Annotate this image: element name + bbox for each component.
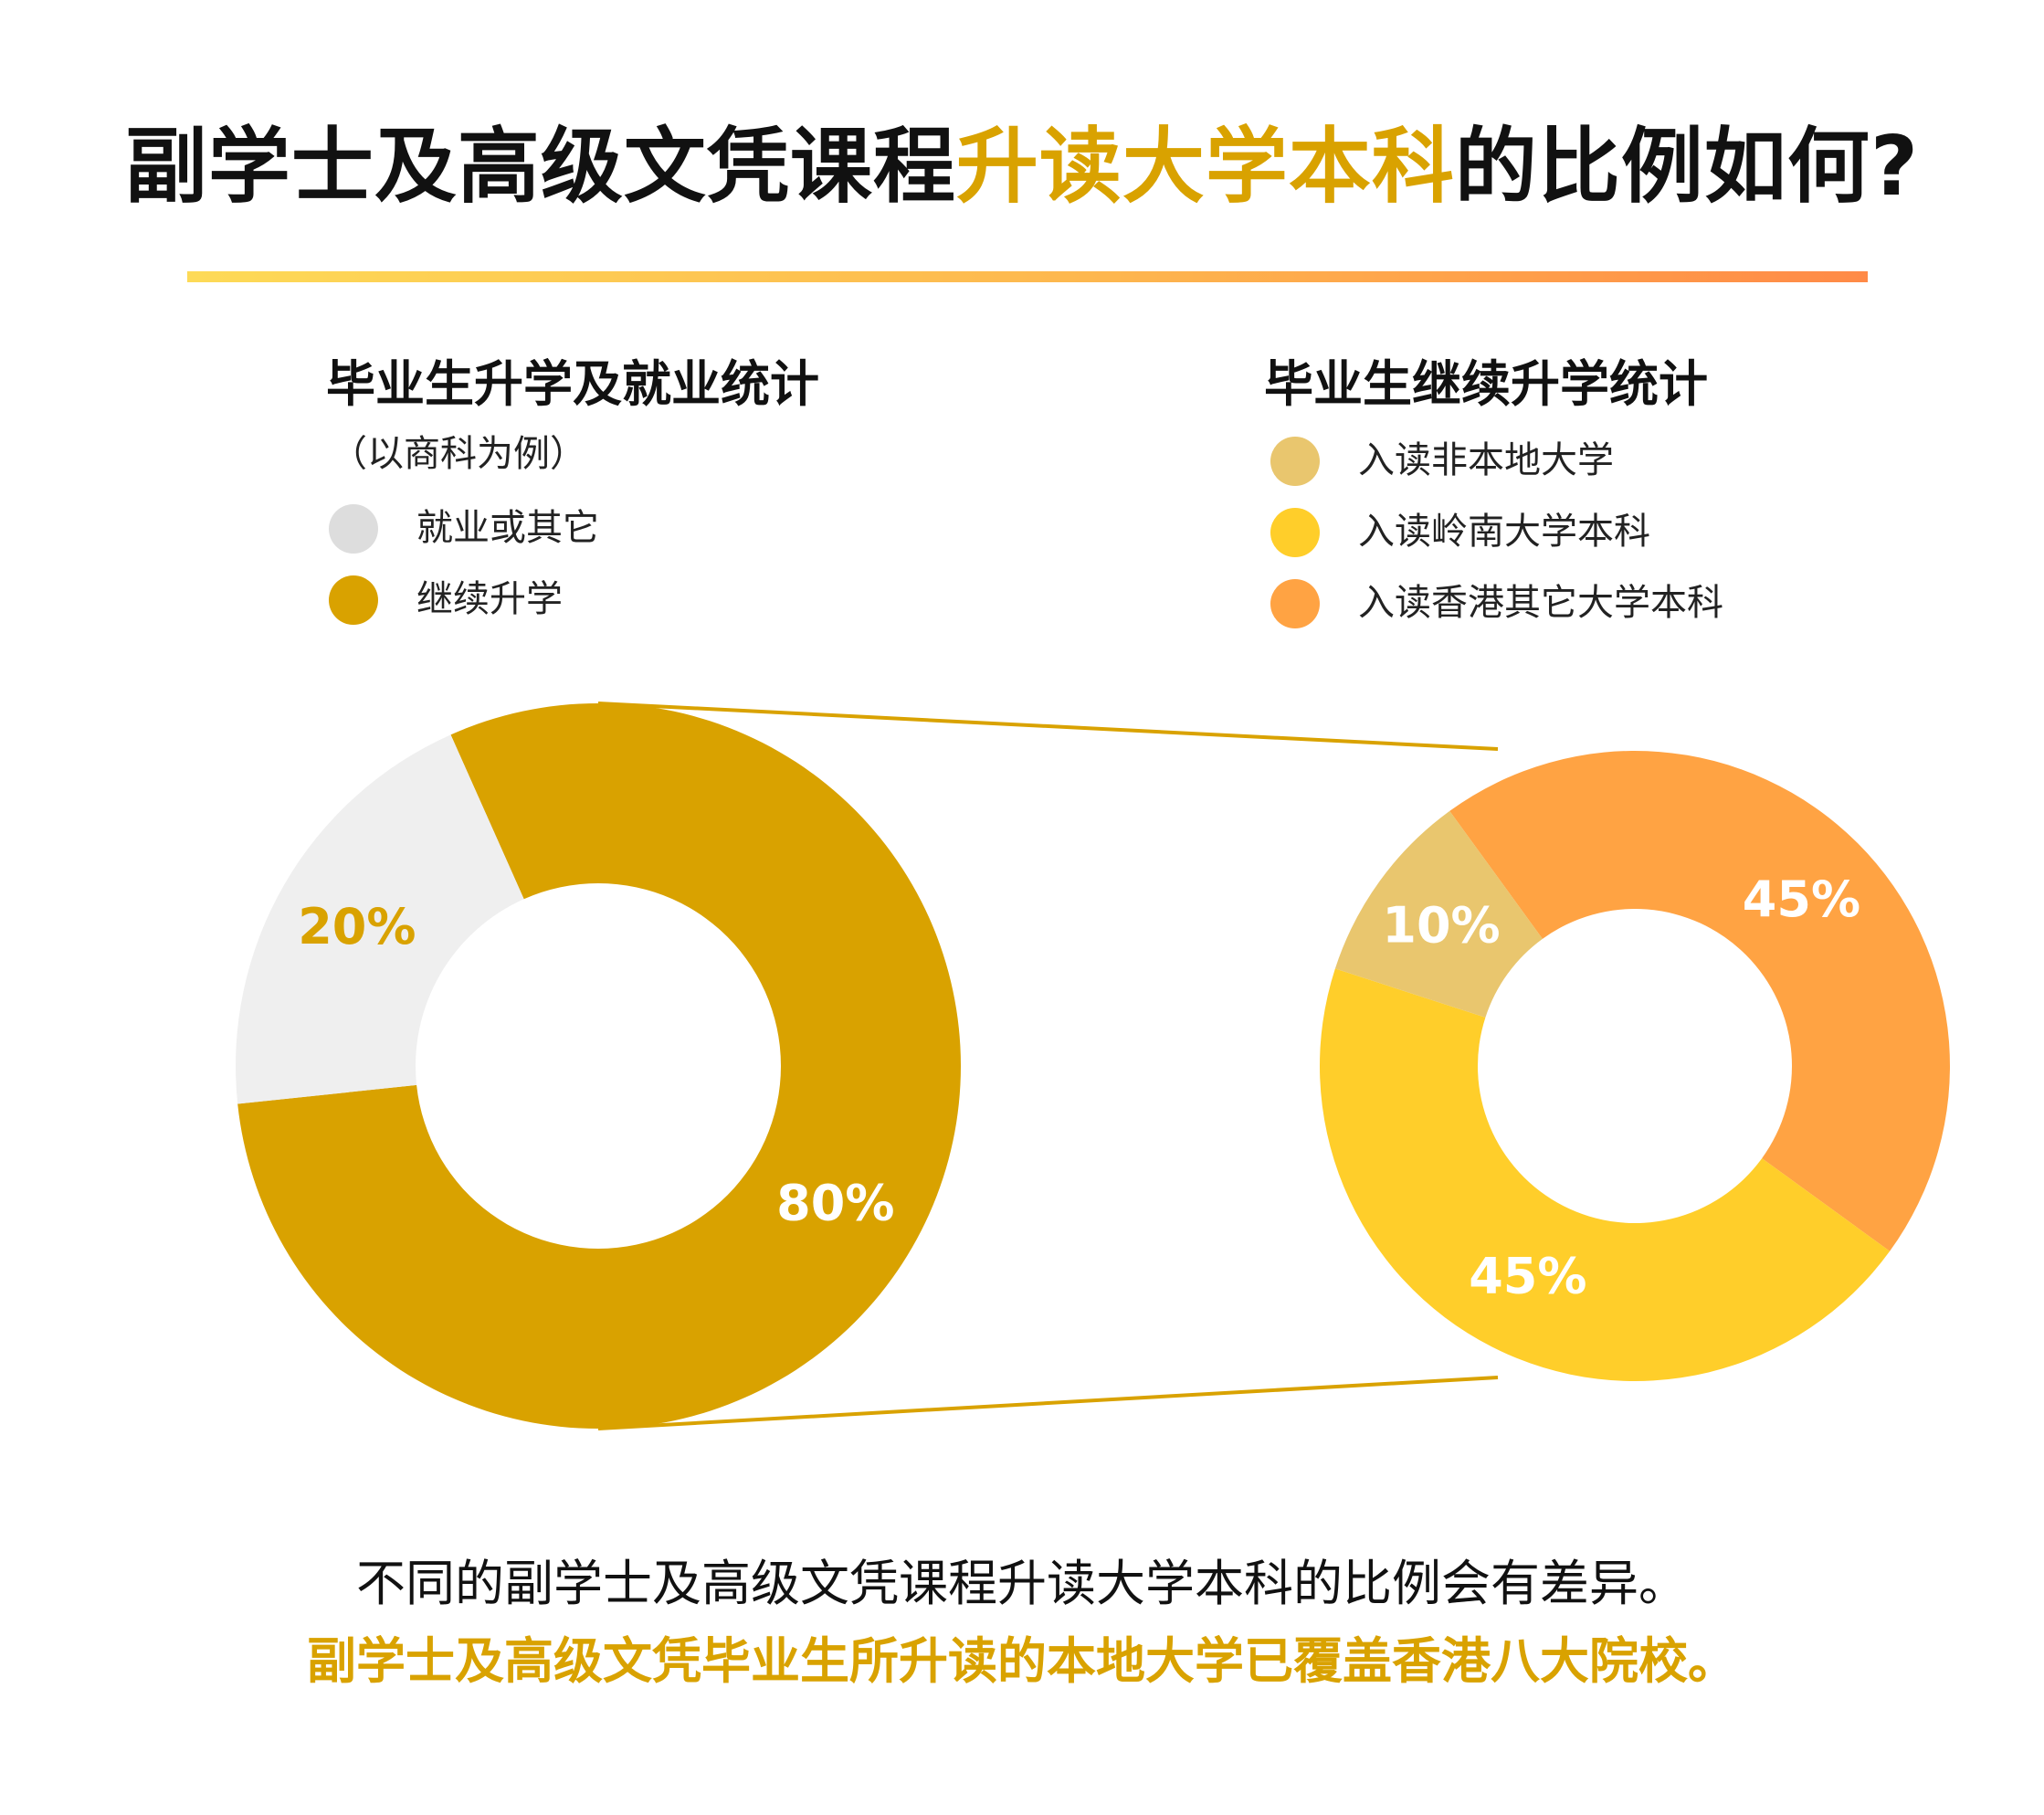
legend-swatch-icon <box>329 575 378 625</box>
donut-slice-label: 80% <box>776 1175 894 1232</box>
legend-label: 入读岭南大学本科 <box>1358 511 1650 553</box>
left-section-title: 毕业生升学及就业统计 <box>326 355 819 413</box>
title-underline-bar <box>187 271 1868 282</box>
legend-label: 入读香港其它大学本科 <box>1358 582 1723 624</box>
legend-label: 继续升学 <box>416 578 563 620</box>
title-highlight: 升读大学本科 <box>955 119 1455 215</box>
legend-swatch-icon <box>329 504 378 554</box>
title-part2: 的比例如何? <box>1454 119 1920 215</box>
legend-swatch-icon <box>1270 437 1320 486</box>
donut-slice-label: 45% <box>1743 871 1860 928</box>
left-section-note: （以商科为例） <box>331 433 586 475</box>
donut-right-chart: 45% 45% 10% <box>1320 751 1950 1381</box>
donut-slice-label: 20% <box>298 898 416 955</box>
footer-line-2: 副学士及高级文凭毕业生所升读的本地大学已覆盖香港八大院校。 <box>307 1632 1737 1690</box>
donut-slice <box>237 703 961 1429</box>
connector-line <box>597 1376 1499 1430</box>
zoom-connector-lines <box>597 702 1499 1430</box>
legend-label: 入读非本地大学 <box>1358 439 1614 481</box>
donut-slice <box>1449 751 1950 1251</box>
title-part1: 副学士及高级文凭课程 <box>124 119 956 215</box>
page-title: 副学士及高级文凭课程升读大学本科的比例如何? <box>0 108 2044 227</box>
footer-line-1: 不同的副学士及高级文凭课程升读大学本科的比例会有差异。 <box>356 1555 1688 1612</box>
right-section-title: 毕业生继续升学统计 <box>1264 355 1708 413</box>
connector-line <box>597 702 1499 751</box>
donut-left-chart: 80% 20% <box>236 703 961 1429</box>
donut-slice <box>1320 968 1891 1381</box>
legend-swatch-icon <box>1270 508 1320 557</box>
legend-label: 就业或其它 <box>416 507 599 549</box>
donut-slice-label: 45% <box>1469 1247 1586 1304</box>
legend-swatch-icon <box>1270 579 1320 628</box>
donut-slice <box>236 734 524 1104</box>
donut-slice <box>1334 810 1543 1018</box>
donut-slice-label: 10% <box>1382 897 1500 955</box>
